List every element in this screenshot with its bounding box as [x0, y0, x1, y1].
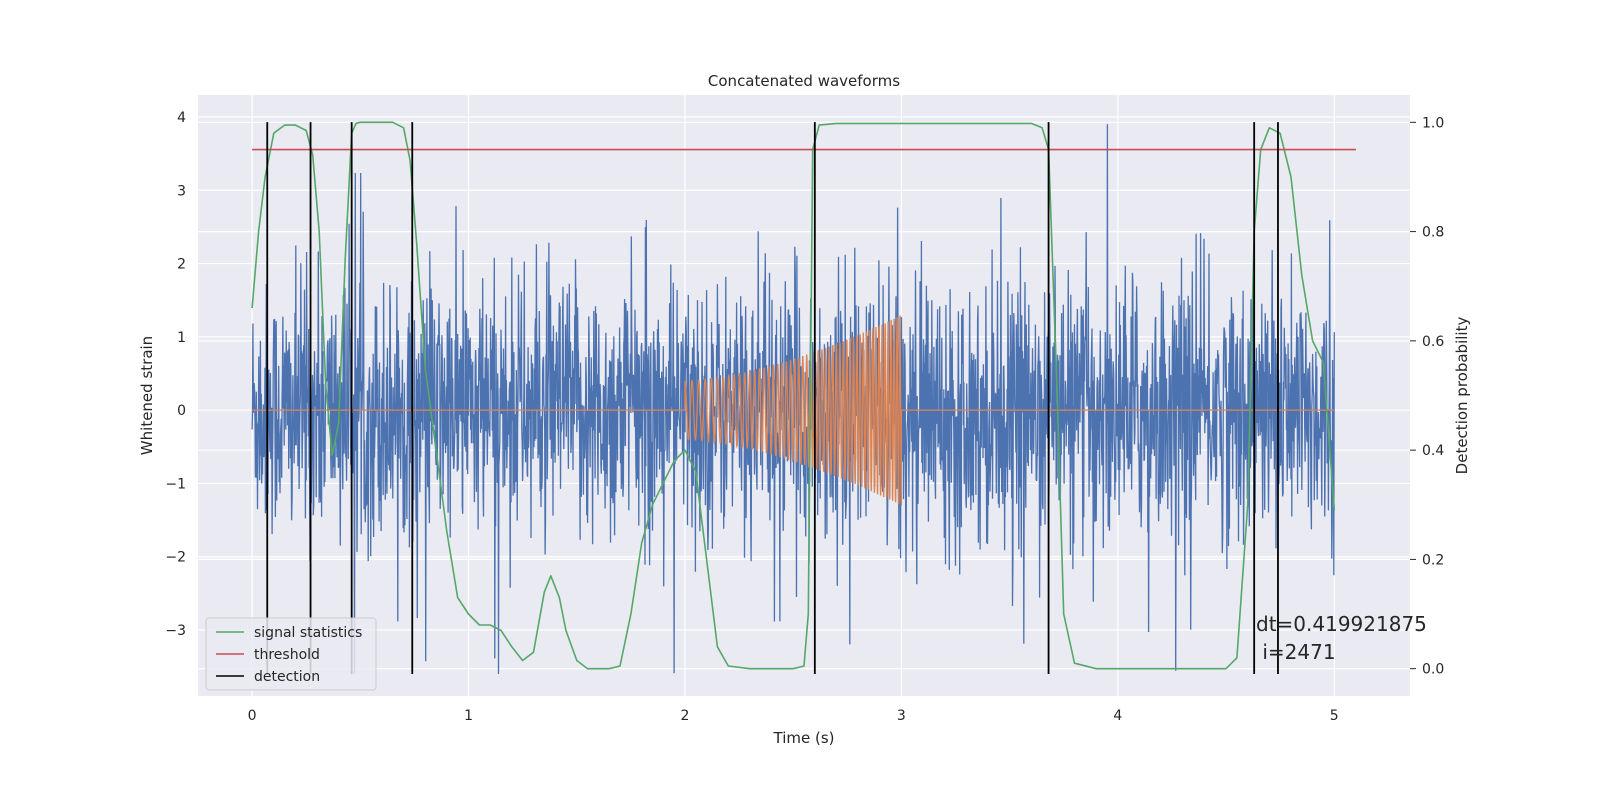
- y-tick-label-left: 0: [177, 403, 186, 419]
- y-axis-label-right: Detection probability: [1453, 317, 1471, 475]
- legend: signal statistics threshold detection: [205, 617, 377, 691]
- y-tick-label-left: 1: [177, 330, 186, 346]
- legend-label: signal statistics: [254, 625, 362, 641]
- y-tick-label-left: −2: [165, 550, 186, 566]
- chart-title: Concatenated waveforms: [708, 72, 900, 90]
- y-tick-label-left: 2: [177, 257, 186, 273]
- tick-labels: 0 1 2 3 4 5 −3 −2 −1 0 1 2 3 4 0.0 0.2 0.4 0.6 0.8 1.0: [165, 110, 1444, 724]
- series-layer: [251, 121, 1356, 675]
- annotation-dt: dt=0.419921875: [1256, 612, 1427, 636]
- legend-label: detection: [254, 669, 320, 685]
- x-tick-label: 3: [897, 708, 906, 724]
- y-axis-label-left: Whitened strain: [138, 336, 156, 455]
- legend-label: threshold: [254, 647, 320, 663]
- x-tick-label: 2: [681, 708, 690, 724]
- x-tick-label: 1: [464, 708, 473, 724]
- y-tick-label-right: 0.6: [1422, 334, 1444, 350]
- annotations: dt=0.419921875 i=2471: [1256, 612, 1427, 664]
- legend-box: [205, 617, 377, 691]
- x-axis-label: Time (s): [773, 729, 835, 747]
- detection-lines: [266, 122, 1279, 675]
- y-tick-label-right: 0.2: [1422, 552, 1444, 568]
- series-signal-statistics-line: [251, 121, 1336, 670]
- series-chirp-line: [252, 315, 1335, 506]
- x-tick-label: 5: [1330, 708, 1339, 724]
- y-tick-label-left: 3: [177, 183, 186, 199]
- y-tick-label-right: 0.0: [1422, 662, 1444, 678]
- y-tick-label-right: 1.0: [1422, 115, 1444, 131]
- y-tick-label-left: −3: [165, 623, 186, 639]
- x-tick-label: 4: [1113, 708, 1122, 724]
- y-tick-label-left: −1: [165, 476, 186, 492]
- y-tick-label-right: 0.4: [1422, 443, 1444, 459]
- y-tick-label-left: 4: [177, 110, 186, 126]
- y-tick-label-right: 0.8: [1422, 225, 1444, 241]
- series-noise-line: [251, 124, 1335, 675]
- annotation-index: i=2471: [1256, 640, 1336, 664]
- x-tick-label: 0: [248, 708, 257, 724]
- plot-area: [198, 95, 1410, 696]
